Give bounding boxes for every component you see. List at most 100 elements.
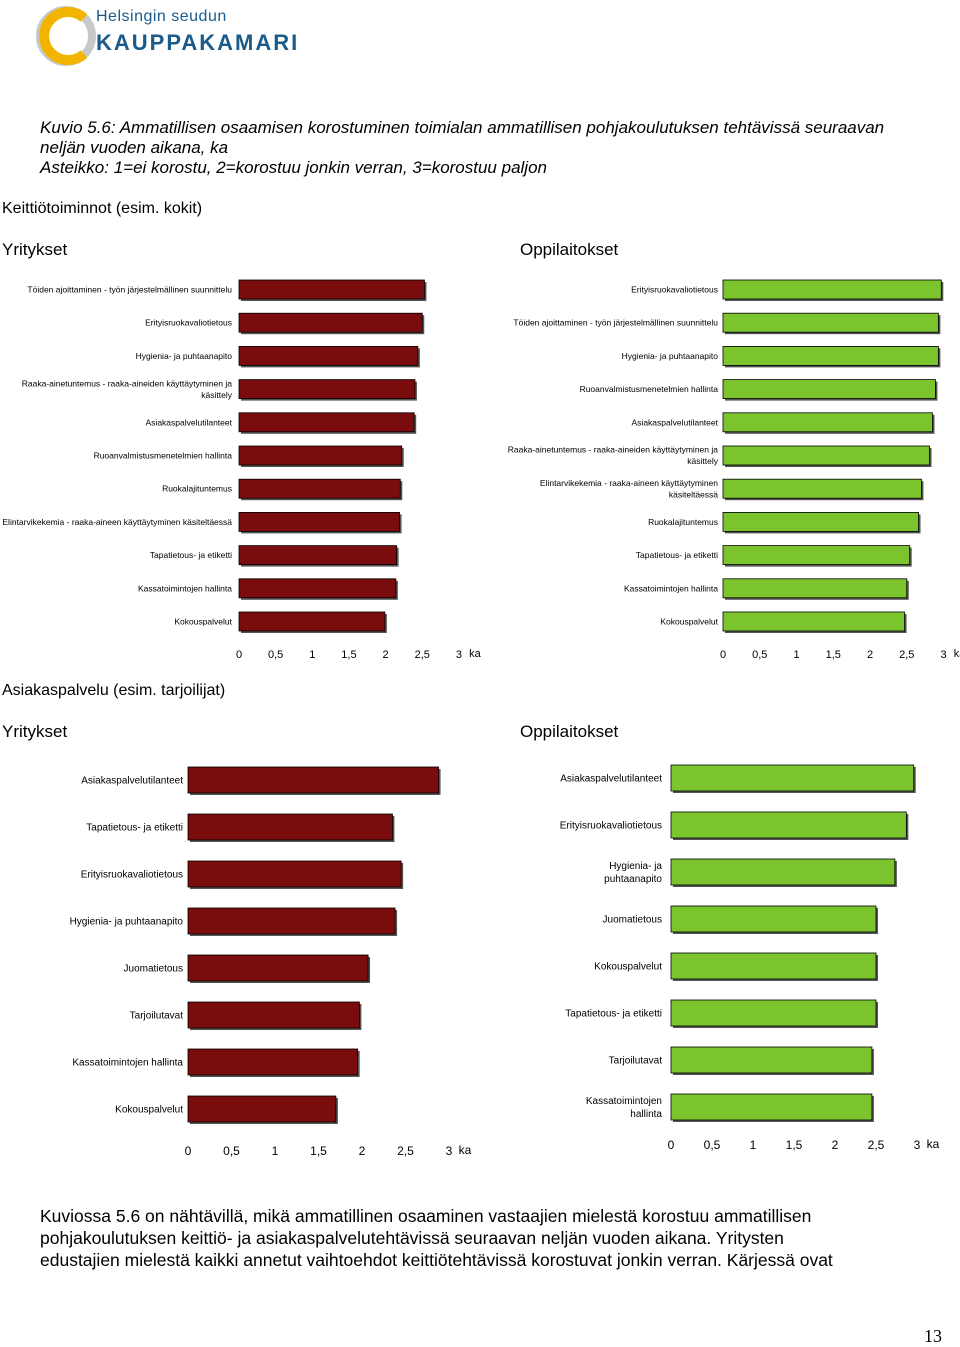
tick-label: 2,5 bbox=[397, 1144, 414, 1158]
logo-mark-icon bbox=[36, 6, 96, 66]
bar bbox=[238, 545, 397, 566]
bar bbox=[238, 379, 416, 399]
category-label: Kokouspalvelut bbox=[594, 962, 662, 973]
bar bbox=[670, 905, 877, 933]
body-line: pohjakoulutuksen keittiö- ja asiakaspalv… bbox=[40, 1228, 784, 1248]
bar bbox=[238, 346, 419, 366]
bar bbox=[238, 478, 401, 499]
tick-label: 1 bbox=[272, 1144, 279, 1158]
chart-kitchen-schools: Erityisruokavaliotietous Töiden ajoittami… bbox=[508, 279, 960, 661]
tick-label: 0,5 bbox=[223, 1144, 240, 1158]
category-label: Erityisruokavaliotietous bbox=[631, 284, 718, 294]
axis-label: ka bbox=[459, 1143, 472, 1157]
category-label: Tarjoilutavat bbox=[609, 1056, 663, 1067]
category-label: Tapatietous- ja etiketti bbox=[150, 550, 232, 560]
section-title-kitchen: Keittiötoiminnot (esim. kokit) bbox=[2, 200, 203, 217]
group-title-schools: Oppilaitokset bbox=[520, 722, 619, 741]
body-line: edustajien mielestä kaikki annetut vaiht… bbox=[40, 1250, 833, 1270]
tick-label: 0 bbox=[720, 649, 726, 661]
tick-label: 1,5 bbox=[826, 649, 841, 661]
bar bbox=[670, 858, 896, 886]
bar bbox=[238, 611, 386, 632]
category-label: Hygienia- ja puhtaanapito bbox=[70, 917, 184, 928]
bar bbox=[722, 412, 933, 433]
group-title-companies: Yritykset bbox=[2, 240, 68, 259]
bar bbox=[670, 1093, 873, 1121]
category-label: Raaka-ainetuntemus - raaka-aineiden käyt… bbox=[508, 445, 719, 455]
caption-line: neljän vuoden aikana, ka bbox=[40, 138, 229, 157]
bar bbox=[187, 1048, 359, 1076]
chart-service-schools: Asiakaspalvelutilanteet Erityisruokavalio… bbox=[560, 764, 940, 1152]
bar bbox=[238, 412, 415, 433]
bar bbox=[238, 511, 400, 532]
axis-label: ka bbox=[954, 648, 960, 660]
tick-label: 2 bbox=[359, 1144, 366, 1158]
body-line: Kuviossa 5.6 on nähtävillä, mikä ammatil… bbox=[40, 1206, 812, 1226]
bar bbox=[722, 578, 908, 599]
category-label: Juomatietous bbox=[603, 915, 662, 926]
chart-service-companies: Asiakaspalvelutilanteet Tapatietous- ja e… bbox=[70, 766, 472, 1158]
tick-label: 0,5 bbox=[704, 1138, 721, 1152]
category-label: Kassatoimintojen hallinta bbox=[138, 583, 232, 593]
tick-label: 2,5 bbox=[868, 1138, 885, 1152]
tick-label: 2 bbox=[832, 1138, 839, 1152]
category-label: hallinta bbox=[630, 1109, 662, 1120]
bar bbox=[238, 445, 403, 466]
body-paragraph: Kuviossa 5.6 on nähtävillä, mikä ammatil… bbox=[40, 1205, 940, 1271]
category-label: Erityisruokavaliotietous bbox=[560, 821, 662, 832]
axis-label: ka bbox=[469, 648, 482, 660]
tick-label: 2,5 bbox=[415, 649, 430, 661]
section-title-service: Asiakaspalvelu (esim. tarjoilijat) bbox=[2, 682, 226, 699]
category-label: Elintarvikekemia - raaka-aineen käyttäyt… bbox=[540, 478, 718, 488]
tick-label: 2 bbox=[383, 649, 389, 661]
category-label: Hygienia- ja puhtaanapito bbox=[622, 351, 719, 361]
figure-caption: Kuvio 5.6: Ammatillisen osaamisen korost… bbox=[40, 118, 920, 178]
tick-label: 3 bbox=[914, 1138, 921, 1152]
category-label: käsiteltäessä bbox=[669, 489, 718, 499]
tick-label: 0 bbox=[668, 1138, 675, 1152]
tick-label: 1 bbox=[793, 649, 799, 661]
category-label: puhtaanapito bbox=[604, 874, 662, 885]
category-label: Tapatietous- ja etiketti bbox=[86, 823, 183, 834]
bar bbox=[187, 1001, 360, 1029]
logo-text-line1: Helsingin seudun bbox=[96, 8, 227, 25]
tick-label: 0,5 bbox=[752, 649, 767, 661]
category-label: Tapatietous- ja etiketti bbox=[636, 550, 718, 560]
bar bbox=[722, 279, 942, 300]
bar bbox=[722, 545, 911, 566]
category-label: käsittely bbox=[687, 456, 718, 466]
bars bbox=[722, 279, 944, 633]
category-label: Elintarvikekemia - raaka-aineen käyttäyt… bbox=[2, 517, 232, 527]
tick-label: 1,5 bbox=[786, 1138, 803, 1152]
bar bbox=[722, 611, 905, 632]
caption-line: Asteikko: 1=ei korostu, 2=korostuu jonki… bbox=[40, 158, 547, 177]
category-label: Asiakaspalvelutilanteet bbox=[81, 776, 183, 787]
bar bbox=[670, 1046, 873, 1074]
bar bbox=[722, 346, 939, 366]
tick-label: 3 bbox=[446, 1144, 453, 1158]
bar bbox=[722, 312, 939, 333]
tick-label: 0 bbox=[185, 1144, 192, 1158]
category-label: Hygienia- ja puhtaanapito bbox=[136, 351, 233, 361]
tick-label: 2 bbox=[867, 649, 873, 661]
bar bbox=[670, 764, 915, 792]
category-label: Erityisruokavaliotietous bbox=[81, 870, 183, 881]
category-label: Asiakaspalvelutilanteet bbox=[146, 417, 233, 427]
bar bbox=[187, 954, 369, 982]
category-label: Kokouspalvelut bbox=[660, 616, 718, 626]
category-label: Tarjoilutavat bbox=[130, 1011, 184, 1022]
tick-label: 3 bbox=[456, 649, 462, 661]
bar bbox=[187, 907, 396, 935]
category-label: Kassatoimintojen hallinta bbox=[72, 1058, 183, 1069]
bar bbox=[187, 1095, 337, 1123]
category-label: Erityisruokavaliotietous bbox=[145, 318, 232, 328]
bar bbox=[187, 813, 393, 841]
category-label: Kassatoimintojen bbox=[586, 1096, 662, 1107]
tick-label: 1 bbox=[750, 1138, 757, 1152]
category-label: Hygienia- ja bbox=[609, 861, 662, 872]
bar bbox=[670, 811, 907, 839]
category-label: Ruoanvalmistusmenetelmien hallinta bbox=[580, 384, 719, 394]
bar bbox=[187, 860, 402, 888]
group-title-schools: Oppilaitokset bbox=[520, 240, 619, 259]
bar bbox=[187, 766, 439, 794]
